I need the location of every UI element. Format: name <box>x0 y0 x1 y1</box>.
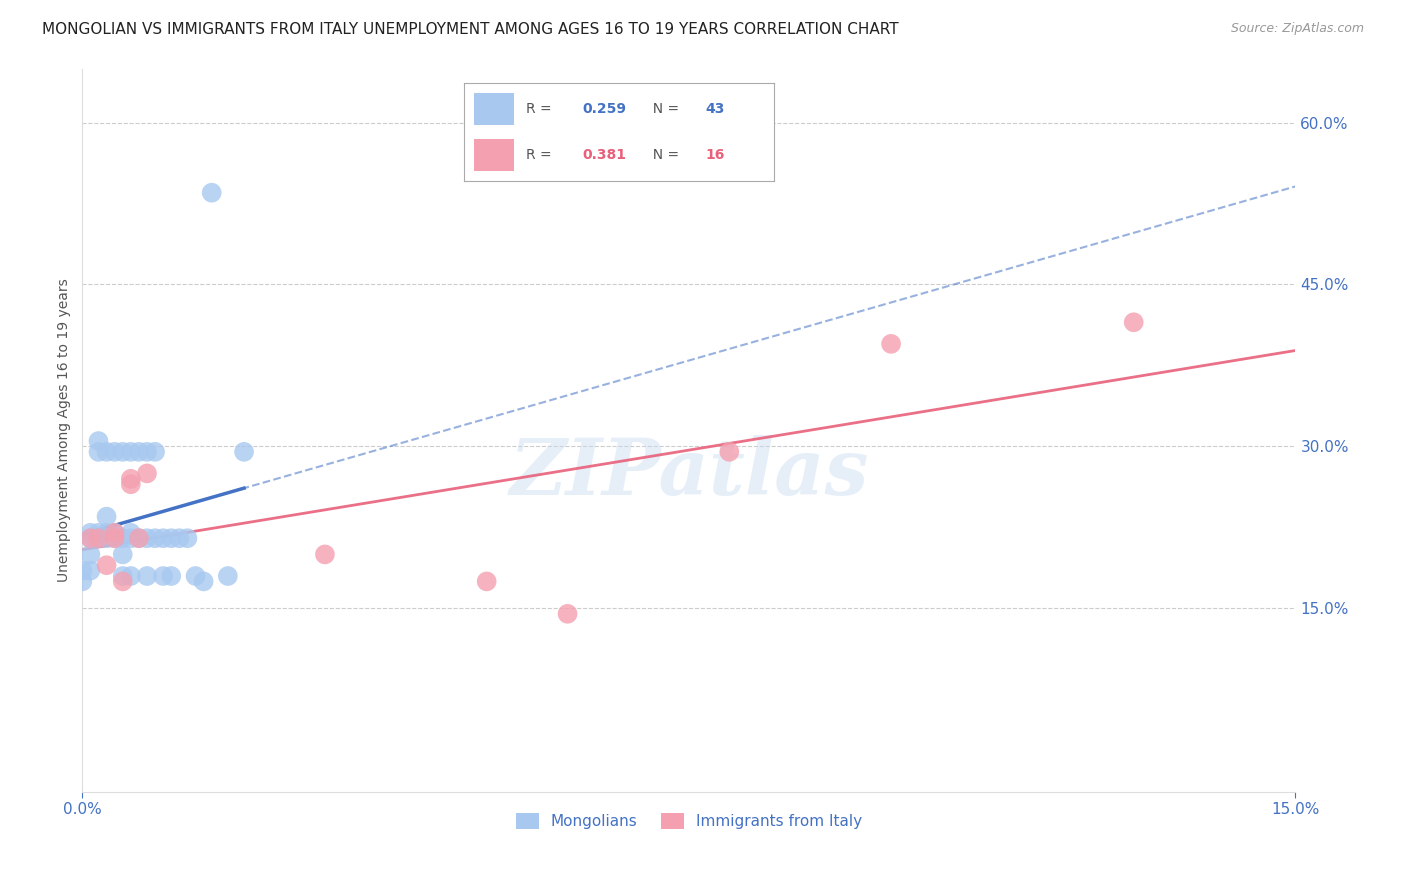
Mongolians <box>111 445 134 459</box>
Immigrants from Italy <box>96 558 118 573</box>
Mongolians <box>120 531 142 545</box>
Mongolians <box>160 569 183 583</box>
Mongolians <box>87 445 110 459</box>
Immigrants from Italy <box>314 548 336 562</box>
Mongolians <box>104 525 127 540</box>
Mongolians <box>160 531 183 545</box>
Mongolians <box>104 445 127 459</box>
Immigrants from Italy <box>1122 315 1144 329</box>
Mongolians <box>79 548 101 562</box>
Mongolians <box>128 445 150 459</box>
Mongolians <box>120 525 142 540</box>
Mongolians <box>72 564 94 578</box>
Mongolians <box>96 445 118 459</box>
Mongolians <box>104 531 127 545</box>
Mongolians <box>120 445 142 459</box>
Immigrants from Italy <box>880 336 903 351</box>
Immigrants from Italy <box>104 531 127 545</box>
Mongolians <box>96 525 118 540</box>
Mongolians <box>120 569 142 583</box>
Immigrants from Italy <box>104 525 127 540</box>
Immigrants from Italy <box>111 574 134 589</box>
Mongolians <box>136 569 159 583</box>
Mongolians <box>152 531 174 545</box>
Mongolians <box>128 531 150 545</box>
Immigrants from Italy <box>120 472 142 486</box>
Mongolians <box>96 531 118 545</box>
Mongolians <box>111 548 134 562</box>
Mongolians <box>217 569 239 583</box>
Text: ZIPatlas: ZIPatlas <box>509 435 869 512</box>
Mongolians <box>184 569 207 583</box>
Legend: Mongolians, Immigrants from Italy: Mongolians, Immigrants from Italy <box>510 806 868 835</box>
Mongolians <box>87 525 110 540</box>
Mongolians <box>87 531 110 545</box>
Mongolians <box>79 525 101 540</box>
Mongolians <box>136 445 159 459</box>
Immigrants from Italy <box>475 574 498 589</box>
Mongolians <box>152 569 174 583</box>
Mongolians <box>176 531 198 545</box>
Mongolians <box>87 434 110 448</box>
Y-axis label: Unemployment Among Ages 16 to 19 years: Unemployment Among Ages 16 to 19 years <box>58 278 72 582</box>
Text: Source: ZipAtlas.com: Source: ZipAtlas.com <box>1230 22 1364 36</box>
Mongolians <box>143 531 166 545</box>
Mongolians <box>169 531 191 545</box>
Mongolians <box>96 509 118 524</box>
Mongolians <box>143 445 166 459</box>
Mongolians <box>79 564 101 578</box>
Immigrants from Italy <box>79 531 101 545</box>
Immigrants from Italy <box>136 467 159 481</box>
Mongolians <box>193 574 215 589</box>
Immigrants from Italy <box>128 531 150 545</box>
Mongolians <box>201 186 224 200</box>
Mongolians <box>111 531 134 545</box>
Immigrants from Italy <box>718 445 741 459</box>
Immigrants from Italy <box>87 531 110 545</box>
Mongolians <box>233 445 256 459</box>
Mongolians <box>72 574 94 589</box>
Immigrants from Italy <box>557 607 579 621</box>
Mongolians <box>79 531 101 545</box>
Text: MONGOLIAN VS IMMIGRANTS FROM ITALY UNEMPLOYMENT AMONG AGES 16 TO 19 YEARS CORREL: MONGOLIAN VS IMMIGRANTS FROM ITALY UNEMP… <box>42 22 898 37</box>
Immigrants from Italy <box>120 477 142 491</box>
Mongolians <box>136 531 159 545</box>
Mongolians <box>111 569 134 583</box>
